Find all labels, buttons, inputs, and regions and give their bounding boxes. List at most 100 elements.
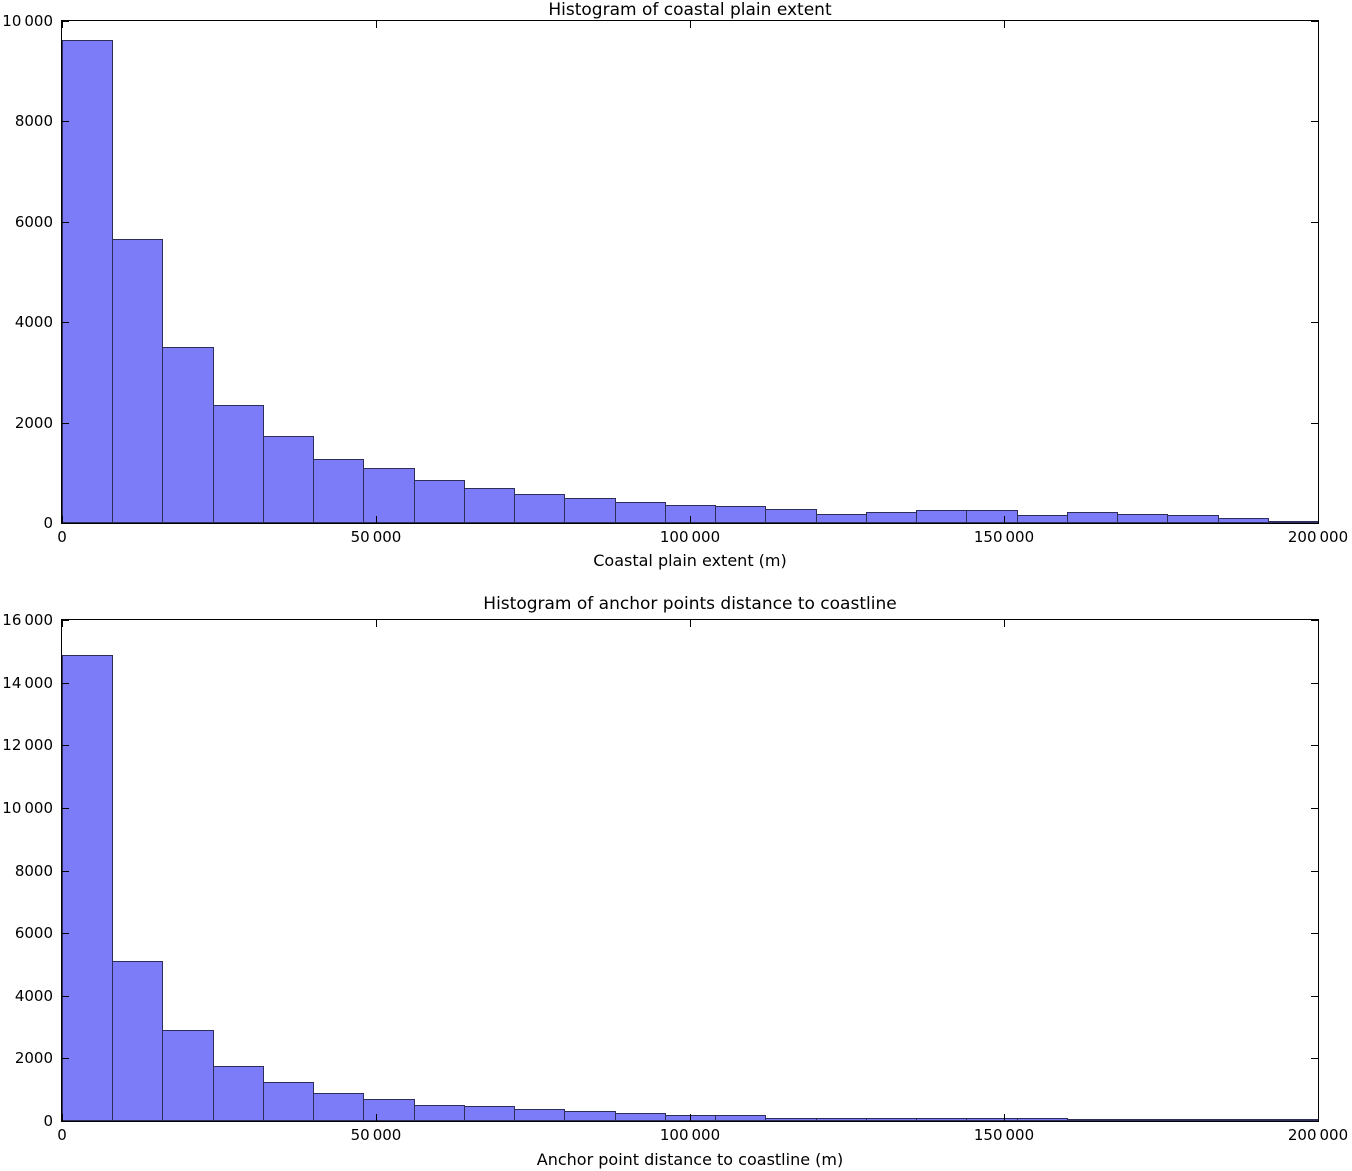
- axis-tick: [62, 1058, 69, 1059]
- histogram-bar: [1117, 514, 1168, 523]
- histogram-bar: [1017, 515, 1068, 523]
- axis-tick: [1311, 745, 1318, 746]
- y-tick-label: 12 000: [2, 736, 53, 754]
- x-tick-label: 200 000: [1287, 528, 1349, 546]
- histogram-bar: [464, 1106, 515, 1121]
- x-tick-label: 100 000: [659, 1126, 721, 1144]
- axis-tick: [1318, 1114, 1319, 1121]
- axis-tick: [62, 1114, 63, 1121]
- axis-tick: [1318, 620, 1319, 627]
- axis-tick: [690, 21, 691, 28]
- axis-tick: [1004, 516, 1005, 523]
- axis-tick: [62, 222, 69, 223]
- plot-area-coastal-plain-extent: [61, 20, 1319, 524]
- histogram-bar: [564, 498, 616, 523]
- y-tick-label: 4000: [14, 987, 53, 1005]
- axis-tick: [1318, 516, 1319, 523]
- histogram-bar: [162, 1030, 214, 1121]
- chart-title-coastal-plain-extent: Histogram of coastal plain extent: [548, 0, 832, 20]
- histogram-bar: [765, 1118, 817, 1121]
- x-axis-label-coastal-plain-extent: Coastal plain extent (m): [593, 551, 787, 570]
- histogram-bar: [162, 347, 214, 523]
- histogram-bar: [866, 512, 917, 523]
- axis-tick: [1311, 871, 1318, 872]
- histogram-bar: [966, 510, 1018, 523]
- axis-tick: [1004, 620, 1005, 627]
- x-tick-label: 150 000: [973, 1126, 1035, 1144]
- x-tick-label: 0: [57, 528, 67, 546]
- axis-tick: [1311, 523, 1318, 524]
- axis-tick: [62, 808, 69, 809]
- histogram-bar: [313, 459, 364, 523]
- axis-tick: [376, 21, 377, 28]
- axis-tick: [62, 523, 69, 524]
- histogram-bar: [1218, 1119, 1269, 1121]
- histogram-bar: [1117, 1119, 1168, 1121]
- y-tick-label: 4000: [14, 313, 53, 331]
- histogram-bar: [866, 1118, 917, 1121]
- y-tick-label: 8000: [14, 112, 53, 130]
- axis-tick: [690, 620, 691, 627]
- histogram-bar: [1167, 515, 1219, 523]
- axis-tick: [376, 620, 377, 627]
- axis-tick: [1311, 933, 1318, 934]
- x-tick-label: 200 000: [1287, 1126, 1349, 1144]
- y-tick-label: 10 000: [2, 12, 53, 30]
- y-tick-label: 16 000: [2, 611, 53, 629]
- histogram-bar: [363, 468, 415, 523]
- axis-tick: [62, 423, 69, 424]
- histogram-bar: [1268, 1119, 1318, 1121]
- axis-tick: [1311, 808, 1318, 809]
- y-tick-label: 8000: [14, 862, 53, 880]
- axis-tick: [1004, 1114, 1005, 1121]
- y-tick-label: 6000: [14, 213, 53, 231]
- histogram-bar: [715, 1115, 766, 1121]
- plot-area-anchor-point-distance: [61, 619, 1319, 1122]
- axis-tick: [1311, 1058, 1318, 1059]
- axis-tick: [62, 683, 69, 684]
- axis-tick: [62, 322, 69, 323]
- histogram-bar: [1268, 521, 1318, 523]
- histogram-bar: [615, 1113, 666, 1121]
- axis-tick: [62, 21, 69, 22]
- axis-tick: [690, 516, 691, 523]
- axis-tick: [690, 1114, 691, 1121]
- histogram-bar: [916, 1118, 967, 1121]
- y-tick-label: 6000: [14, 924, 53, 942]
- histogram-bar: [1067, 1119, 1118, 1121]
- axis-tick: [1004, 21, 1005, 28]
- y-tick-label: 0: [43, 1112, 53, 1130]
- histogram-bar: [414, 480, 465, 523]
- x-tick-label: 50 000: [350, 1126, 402, 1144]
- axis-tick: [1311, 121, 1318, 122]
- histogram-bar: [816, 514, 867, 523]
- x-tick-label: 100 000: [659, 528, 721, 546]
- chart-title-anchor-point-distance: Histogram of anchor points distance to c…: [483, 594, 897, 614]
- histogram-bar: [715, 506, 766, 523]
- histogram-bar: [1017, 1118, 1068, 1121]
- axis-tick: [1311, 21, 1318, 22]
- y-tick-label: 0: [43, 514, 53, 532]
- y-tick-label: 14 000: [2, 674, 53, 692]
- axis-tick: [1311, 683, 1318, 684]
- histogram-bar: [363, 1099, 415, 1121]
- y-tick-label: 2000: [14, 1049, 53, 1067]
- histogram-bar: [1067, 512, 1118, 523]
- histogram-bar: [62, 655, 113, 1121]
- histogram-bar: [213, 405, 264, 523]
- axis-tick: [62, 933, 69, 934]
- axis-tick: [62, 620, 69, 621]
- x-tick-label: 50 000: [350, 528, 402, 546]
- histogram-bar: [112, 961, 163, 1121]
- axis-tick: [1318, 21, 1319, 28]
- histogram-bar: [816, 1118, 867, 1121]
- histogram-bar: [213, 1066, 264, 1121]
- y-tick-label: 2000: [14, 414, 53, 432]
- axis-tick: [1311, 996, 1318, 997]
- axis-tick: [1311, 322, 1318, 323]
- axis-tick: [62, 996, 69, 997]
- histogram-bar: [1218, 518, 1269, 523]
- histogram-bar: [765, 509, 817, 523]
- axis-tick: [1311, 620, 1318, 621]
- histogram-bar: [514, 494, 565, 523]
